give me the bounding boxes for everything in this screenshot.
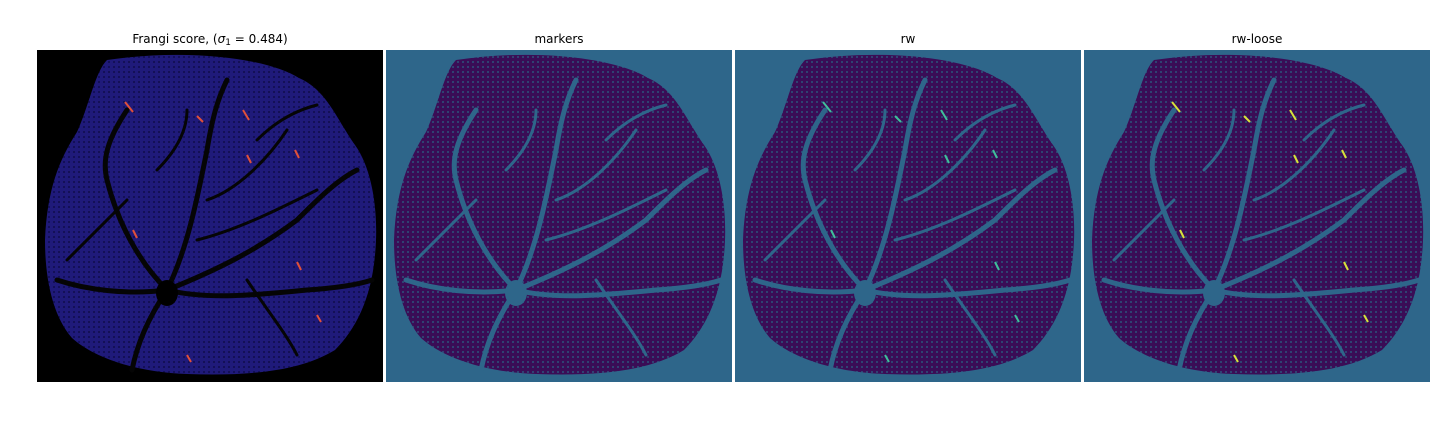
vessel [164,77,230,293]
vessel [102,107,170,293]
retina-region [743,54,1075,375]
vessel [862,167,1058,293]
highlight-mark [994,261,1000,271]
highlight-mark [992,149,998,159]
highlight-mark [242,109,250,121]
vessel [54,277,170,295]
vessel [205,128,289,202]
optic-disc [156,280,178,306]
vessel [800,107,868,293]
frangi-image [37,50,383,382]
highlight-mark [944,154,950,164]
highlight-mark [940,109,948,121]
vessel [943,278,997,357]
vessel [1302,103,1366,142]
vessel [862,277,1073,299]
panel-title-rw-loose: rw-loose [1231,32,1283,46]
vessel [893,188,1017,242]
sigma-value: = 0.484) [230,32,288,46]
panel-title-frangi: Frangi score, (σ1 = 0.484) [37,30,383,52]
vessel [164,277,375,299]
vessel [903,128,987,202]
vessel [853,108,887,172]
highlight-mark [132,229,138,239]
markers-image [386,50,732,382]
sigma-subscript: 1 [225,38,231,48]
vessel [1112,198,1176,262]
highlight-mark [1179,229,1185,239]
highlight-mark [296,261,302,271]
sigma-symbol: σ [217,32,226,46]
vessel [245,278,299,357]
vessel [554,128,638,202]
vessel [544,188,668,242]
highlight-mark [124,101,134,113]
vessel [255,103,319,142]
vessel [451,107,519,293]
panel-title-rw: rw [900,32,916,46]
highlight-mark [1341,149,1347,159]
vessel [155,108,189,172]
retina-region [1092,54,1424,375]
rw-image [735,50,1081,382]
optic-disc [854,280,876,306]
vessel [1149,107,1217,293]
optic-disc [1203,280,1225,306]
vessel [195,188,319,242]
frangi-svg [37,50,383,382]
vessel [513,277,724,299]
vessel [65,198,129,262]
highlight-mark [884,354,890,363]
rw-svg [735,50,1081,382]
highlight-mark [1293,154,1299,164]
vessel [164,167,360,293]
vessel [1242,188,1366,242]
vessel [513,167,709,293]
highlight-mark [186,354,192,363]
vessel [1211,167,1407,293]
vessel [604,103,668,142]
retina-region [394,54,726,375]
highlight-mark [1171,101,1181,113]
vessel [1292,278,1346,357]
vessel [403,277,519,295]
vessel [1211,277,1422,299]
highlight-mark [1243,115,1251,123]
highlight-mark [196,115,204,123]
vessel [752,277,868,295]
highlight-mark [894,115,902,123]
vessel [953,103,1017,142]
highlight-mark [1014,314,1020,323]
highlight-mark [294,149,300,159]
highlight-mark [1363,314,1369,323]
highlight-mark [822,101,832,113]
rw-loose-image [1084,50,1430,382]
highlight-mark [1233,354,1239,363]
highlight-mark [246,154,252,164]
highlight-mark [316,314,322,323]
highlight-mark [1289,109,1297,121]
vessel [513,77,579,293]
panel-title-markers: markers [534,32,584,46]
highlight-mark [830,229,836,239]
optic-disc [505,280,527,306]
frangi-title-text: Frangi score, ( [132,32,218,46]
vessel [1252,128,1336,202]
vessel [504,108,538,172]
vessel [1202,108,1236,172]
vessel [1211,77,1277,293]
highlight-mark [1343,261,1349,271]
markers-svg [386,50,732,382]
rw-loose-svg [1084,50,1430,382]
vessel [414,198,478,262]
vessel [594,278,648,357]
vessel [862,77,928,293]
vessel [1101,277,1217,295]
vessel [763,198,827,262]
retina-region [45,54,377,375]
